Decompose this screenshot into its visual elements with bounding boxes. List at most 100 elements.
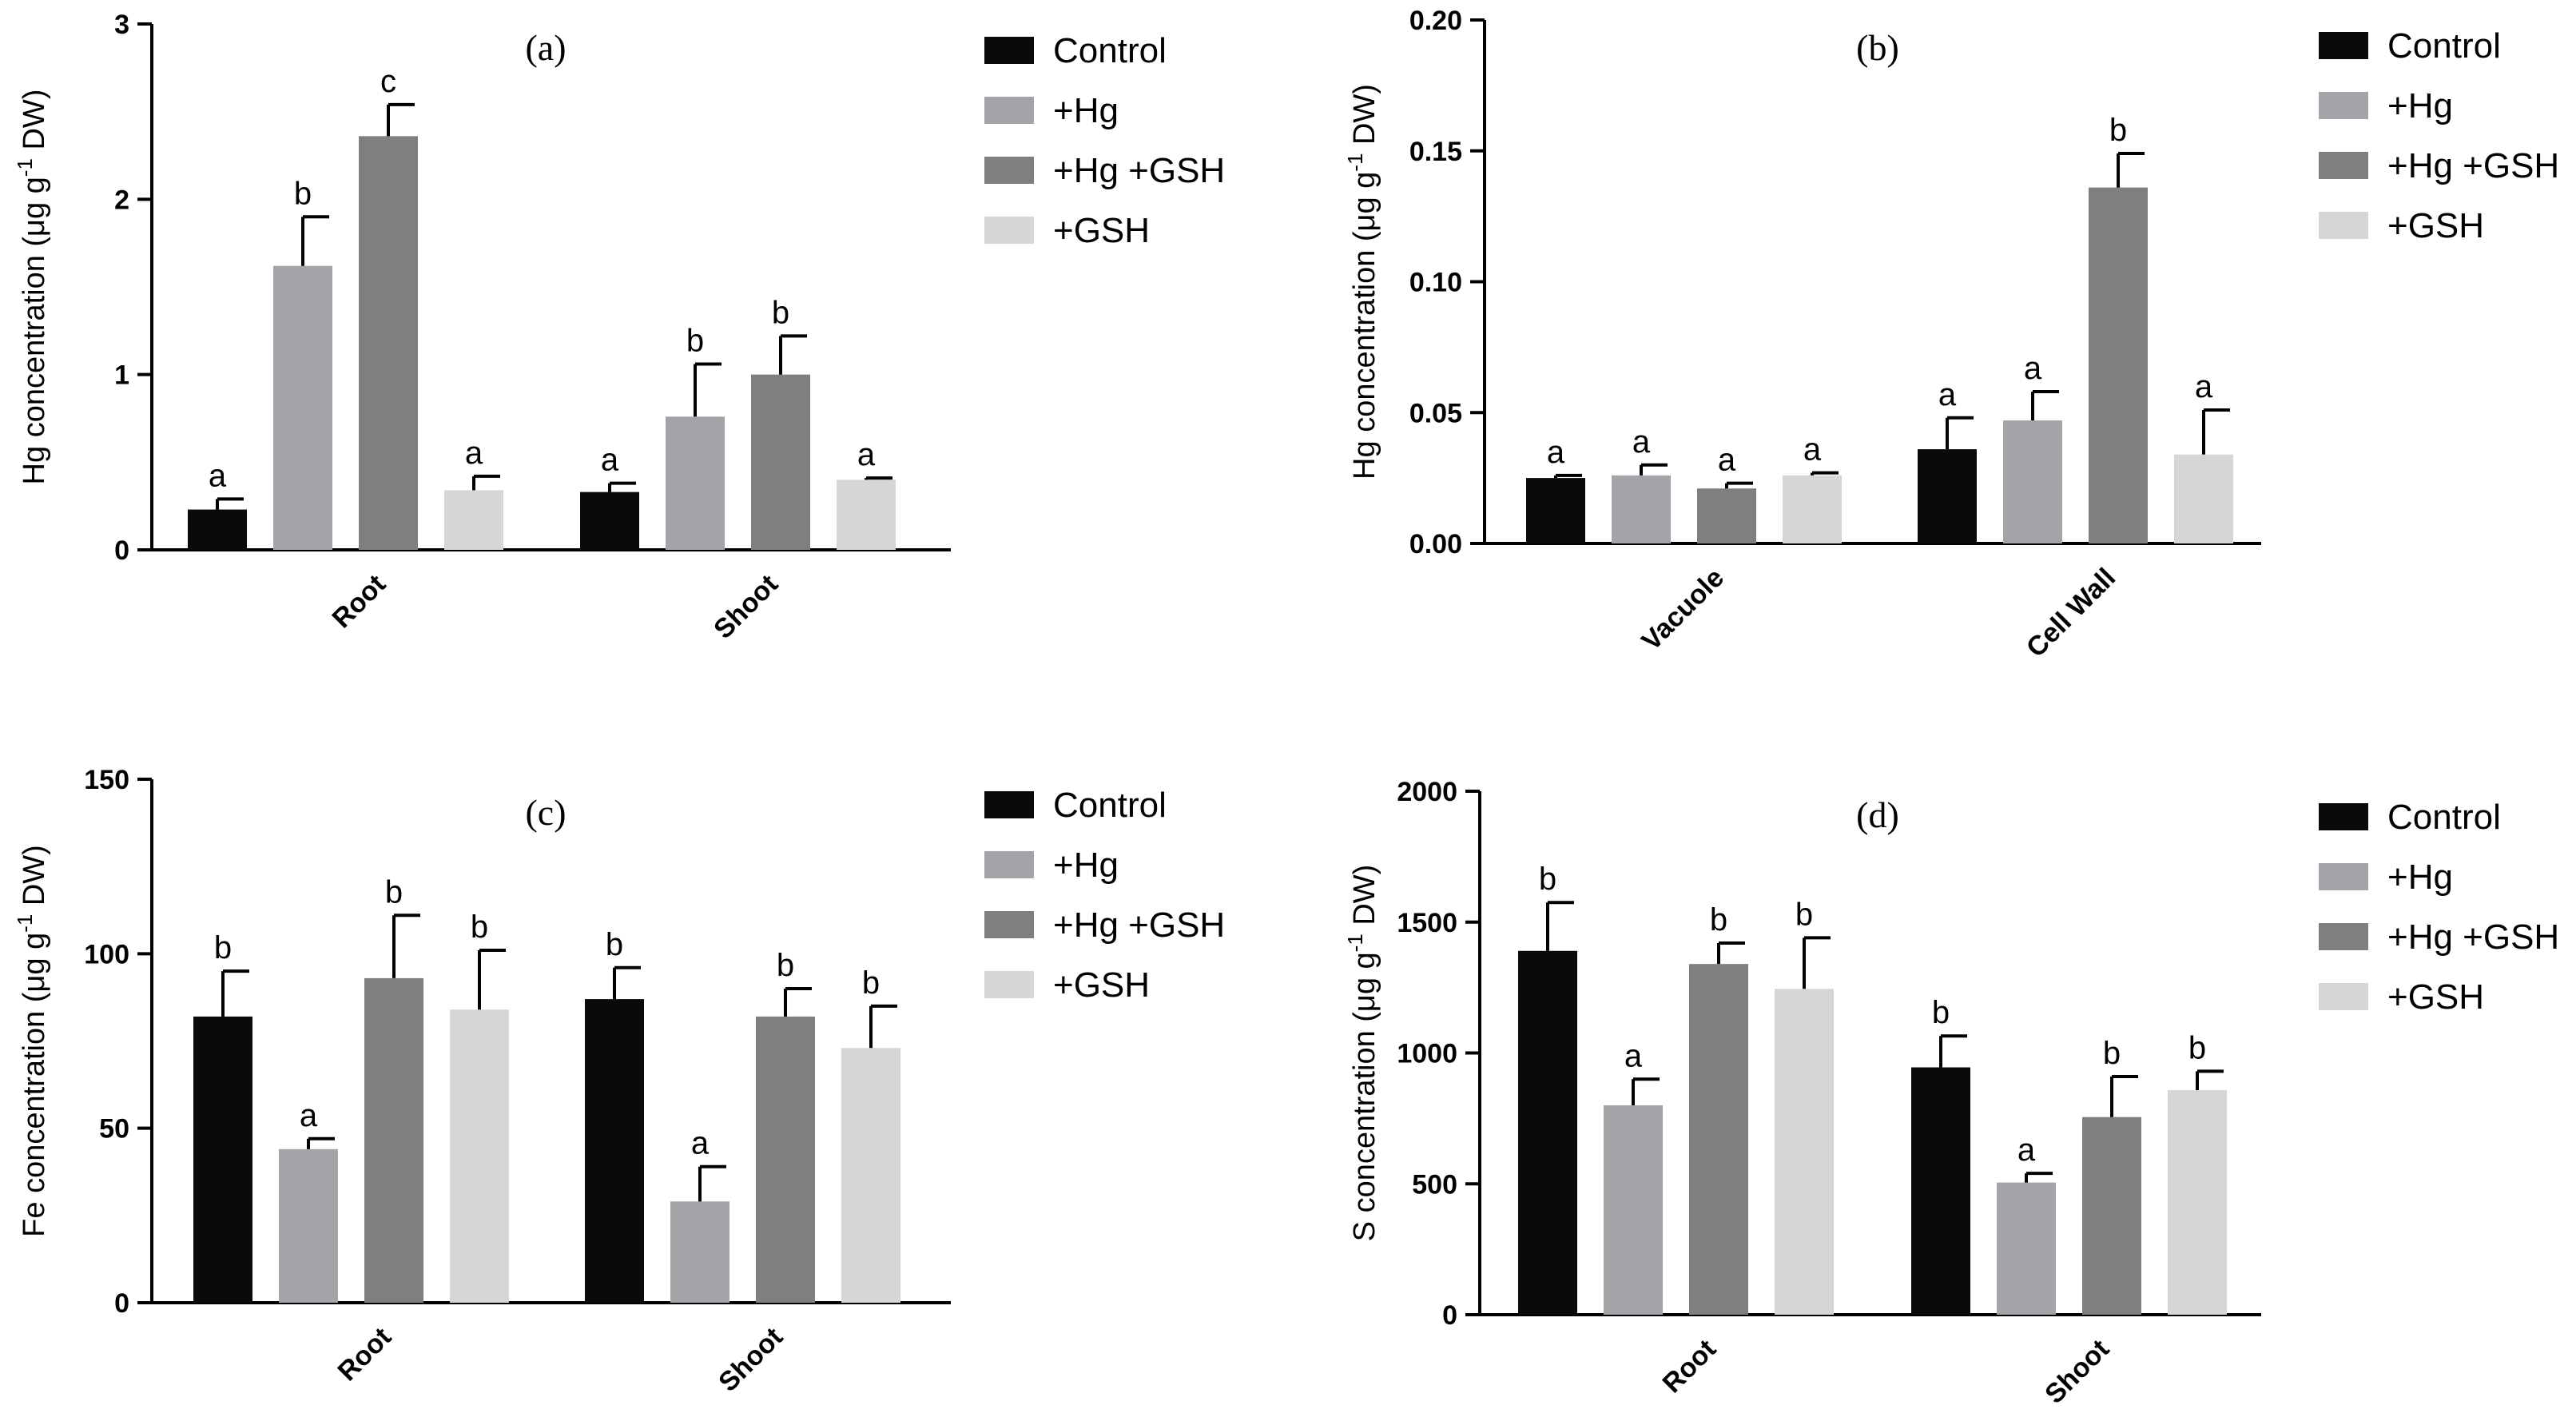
bar <box>188 509 247 550</box>
y-axis-label: Hg concentration (μg g-1 DW) <box>13 90 51 485</box>
bar <box>279 1148 338 1303</box>
significance-letter: a <box>209 458 227 493</box>
bar <box>1775 989 1834 1315</box>
bar <box>837 480 896 550</box>
significance-letter: b <box>1932 995 1950 1030</box>
significance-letter: a <box>2024 351 2042 386</box>
bar <box>580 492 639 550</box>
bar <box>1526 478 1585 543</box>
significance-letter: a <box>1547 435 1565 470</box>
bar <box>670 1201 729 1303</box>
significance-letter: b <box>1795 897 1813 932</box>
significance-letter: b <box>862 965 880 1001</box>
legend-label: Control <box>2387 26 2501 66</box>
legend-label: Control <box>2387 798 2501 837</box>
legend-swatch <box>2319 152 2368 179</box>
legend-label: +GSH <box>1053 211 1150 250</box>
significance-letter: a <box>1624 1038 1643 1073</box>
significance-letter: b <box>606 927 623 962</box>
legend-swatch <box>984 791 1034 818</box>
bar <box>1918 449 1977 543</box>
legend-swatch <box>2319 983 2368 1010</box>
bar <box>1612 475 1671 543</box>
legend-swatch <box>984 37 1034 64</box>
legend-label: +Hg <box>1053 846 1119 885</box>
significance-letter: b <box>1539 862 1556 897</box>
legend-swatch <box>984 217 1034 244</box>
category-label: Root <box>1657 1334 1723 1399</box>
chart-panel-4: 0 500 1000 1500 2000 S concentration (μg g-1 … <box>1343 777 2559 1410</box>
significance-letter: b <box>2109 113 2127 148</box>
legend-label: +GSH <box>1053 965 1150 1005</box>
significance-letter: c <box>380 64 396 99</box>
legend-label: +Hg +GSH <box>1053 906 1225 945</box>
y-tick-label: 0.10 <box>1409 268 1462 298</box>
y-tick-label: 0 <box>114 535 129 566</box>
y-tick-label: 0.00 <box>1409 529 1462 559</box>
panel-title: (c) <box>525 792 566 833</box>
significance-letter: a <box>2017 1132 2036 1168</box>
y-tick-label: 1500 <box>1397 908 1457 938</box>
chart-panel-3: 0 50 100 150 Fe concentration (μg g-1 DW) (c)… <box>13 765 1225 1398</box>
bar <box>1604 1105 1663 1315</box>
category-label: Cell Wall <box>2021 563 2121 663</box>
significance-letter: b <box>2188 1030 2206 1065</box>
significance-letter: b <box>777 948 794 983</box>
significance-letter: b <box>294 176 312 211</box>
category-label: Vacuole <box>1636 563 1730 657</box>
legend-label: +Hg +GSH <box>1053 151 1225 190</box>
legend-label: +Hg <box>2387 858 2453 897</box>
legend-swatch <box>2319 212 2368 239</box>
bar <box>359 136 418 550</box>
bar <box>1518 950 1577 1315</box>
y-tick-label: 0 <box>114 1288 129 1319</box>
panel-title: (d) <box>1856 794 1899 835</box>
significance-letter: a <box>1632 424 1651 460</box>
legend-label: +GSH <box>2387 206 2484 245</box>
legend-swatch <box>2319 92 2368 119</box>
bar <box>841 1048 900 1303</box>
y-tick-label: 0.15 <box>1409 137 1462 167</box>
significance-letter: b <box>772 295 789 330</box>
legend-swatch <box>984 97 1034 124</box>
panel-title: (a) <box>525 27 566 68</box>
legend-swatch <box>2319 32 2368 59</box>
significance-letter: a <box>691 1126 710 1161</box>
y-tick-label: 100 <box>84 939 129 969</box>
significance-letter: b <box>2103 1036 2121 1071</box>
category-label: Shoot <box>708 569 784 645</box>
y-tick-label: 0 <box>1442 1300 1457 1331</box>
category-label: Shoot <box>713 1322 789 1398</box>
significance-letter: a <box>1938 377 1957 412</box>
bar <box>1911 1067 1970 1315</box>
significance-letter: a <box>465 436 483 471</box>
y-axis-label: S concentration (μg g-1 DW) <box>1343 865 1381 1242</box>
category-label: Root <box>332 1322 398 1387</box>
bar <box>1689 964 1748 1315</box>
legend-swatch <box>2319 803 2368 830</box>
bar <box>2174 454 2233 543</box>
legend-label: +Hg +GSH <box>2387 146 2559 185</box>
bar <box>193 1016 252 1303</box>
significance-letter: a <box>1803 432 1822 468</box>
y-axis-label: Fe concentration (μg g-1 DW) <box>13 845 51 1237</box>
y-tick-label: 1000 <box>1397 1039 1457 1069</box>
significance-letter: a <box>1718 443 1736 478</box>
significance-letter: a <box>2195 369 2213 404</box>
legend-label: +Hg <box>1053 91 1119 130</box>
bar <box>2003 420 2062 543</box>
bar <box>1697 488 1756 543</box>
category-label: Root <box>327 569 392 635</box>
legend-swatch <box>984 851 1034 878</box>
chart-panel-2: 0.00 0.05 0.10 0.15 0.20 Hg concentration (μg… <box>1343 6 2559 663</box>
significance-letter: a <box>300 1098 318 1133</box>
y-tick-label: 2000 <box>1397 777 1457 807</box>
category-label: Shoot <box>2039 1334 2115 1410</box>
legend-label: +Hg <box>2387 86 2453 125</box>
significance-letter: a <box>857 437 876 472</box>
bar <box>585 999 644 1303</box>
bar <box>273 265 332 550</box>
significance-letter: b <box>385 874 403 910</box>
y-tick-label: 0.20 <box>1409 6 1462 36</box>
